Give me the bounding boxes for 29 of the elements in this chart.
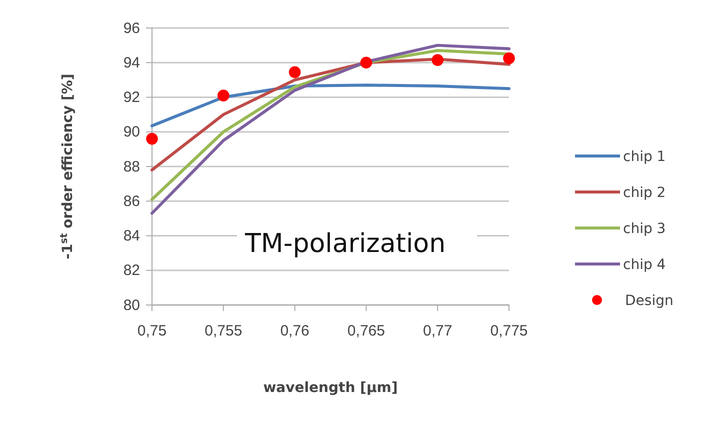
y-tick-label: 82 bbox=[123, 262, 140, 280]
y-tick-label: 92 bbox=[123, 89, 140, 106]
y-tick-label: 94 bbox=[123, 54, 140, 72]
y-tick-label: 90 bbox=[123, 124, 140, 141]
legend-label: Design bbox=[625, 293, 674, 309]
point bbox=[503, 52, 515, 64]
y-tick-label: 86 bbox=[123, 192, 140, 210]
legend-label: chip 3 bbox=[623, 221, 666, 237]
legend-label: chip 2 bbox=[623, 185, 666, 201]
x-tick-label: 0,755 bbox=[204, 322, 242, 340]
y-tick-label: 96 bbox=[123, 20, 140, 37]
x-tick-label: 0,77 bbox=[423, 322, 452, 340]
y-tick-label: 84 bbox=[123, 228, 140, 245]
point bbox=[288, 66, 301, 78]
x-axis-title: wavelength [µm] bbox=[263, 380, 398, 396]
x-tick-label: 0,775 bbox=[490, 322, 528, 340]
point bbox=[432, 54, 444, 66]
annotation: TM-polarization bbox=[244, 229, 446, 259]
point bbox=[217, 90, 230, 102]
x-tick-label: 0,765 bbox=[347, 322, 385, 340]
point bbox=[360, 56, 372, 69]
y-tick-label: 80 bbox=[123, 296, 140, 314]
line-series bbox=[150, 84, 510, 128]
x-tick-label: 0,75 bbox=[137, 322, 167, 340]
x-tick-label: 0,76 bbox=[280, 322, 310, 340]
legend-label: chip 1 bbox=[623, 149, 666, 165]
point bbox=[146, 132, 158, 145]
legend-label: chip 4 bbox=[623, 257, 666, 273]
y-tick-label: 88 bbox=[123, 158, 140, 176]
